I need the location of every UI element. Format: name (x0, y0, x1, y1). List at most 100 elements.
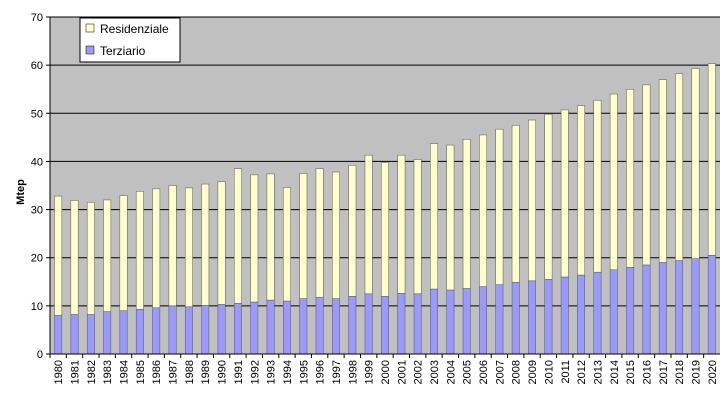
bar-residenziale-2009 (528, 119, 537, 282)
bar-terziario-2017 (658, 262, 667, 355)
x-tick-label-1987: 1987 (168, 360, 180, 384)
bar-terziario-2010 (544, 279, 553, 355)
x-tick-label-2018: 2018 (674, 360, 686, 384)
x-tick-label-1994: 1994 (282, 360, 294, 384)
bar-terziario-1981 (70, 314, 79, 355)
bar-terziario-1995 (299, 298, 308, 355)
x-tick-label-2009: 2009 (527, 360, 539, 384)
x-tick-label-1984: 1984 (119, 360, 131, 384)
bar-terziario-1997 (332, 298, 340, 355)
x-tick-label-2012: 2012 (576, 360, 588, 384)
x-tick-label-2010: 2010 (543, 360, 555, 384)
x-tick-label-2017: 2017 (658, 360, 670, 384)
x-axis-ticks: 1980 1981 1982 1983 1984 1985 1986 1987 1988 1989… (49, 354, 719, 384)
bar-residenziale-1992 (250, 174, 259, 303)
bar-residenziale-1986 (152, 188, 161, 309)
x-tick-label-1990: 1990 (217, 360, 229, 384)
bar-residenziale-1988 (184, 187, 193, 308)
bar-residenziale-1987 (168, 185, 177, 307)
x-tick-label-1983: 1983 (102, 360, 114, 384)
bar-residenziale-2001 (397, 154, 406, 294)
x-tick-label-1993: 1993 (266, 360, 278, 384)
bar-residenziale-2019 (691, 68, 700, 259)
x-tick-label-2014: 2014 (609, 360, 621, 384)
bar-terziario-1996 (315, 296, 324, 355)
bar-residenziale-2004 (446, 144, 455, 291)
bar-residenziale-2005 (462, 139, 471, 289)
x-tick-label-1988: 1988 (184, 360, 196, 384)
x-tick-label-1989: 1989 (200, 360, 212, 384)
bar-terziario-2007 (495, 284, 504, 355)
bars-group (54, 63, 716, 355)
y-tick-label: 30 (31, 205, 43, 217)
bar-terziario-2016 (642, 264, 651, 355)
bar-terziario-1988 (184, 306, 193, 355)
legend-swatch-terziario (85, 45, 95, 55)
bar-terziario-2013 (593, 271, 602, 355)
x-tick-label-2016: 2016 (641, 360, 653, 384)
bar-terziario-1989 (201, 305, 210, 355)
bar-residenziale-1995 (299, 173, 308, 299)
bar-terziario-1999 (364, 293, 373, 355)
x-tick-label-2019: 2019 (690, 360, 702, 384)
bar-residenziale-2006 (479, 134, 487, 287)
bar-terziario-2019 (691, 258, 700, 355)
x-tick-label-1985: 1985 (135, 360, 147, 384)
bar-terziario-1983 (103, 311, 112, 355)
bar-terziario-1994 (283, 300, 291, 355)
bar-residenziale-1984 (119, 195, 128, 311)
y-tick-label: 50 (31, 108, 43, 120)
bar-residenziale-2007 (495, 128, 504, 285)
bar-residenziale-2012 (577, 105, 586, 276)
bar-residenziale-1993 (266, 173, 275, 301)
x-tick-label-1996: 1996 (315, 360, 327, 384)
bar-residenziale-1983 (103, 199, 112, 312)
bar-residenziale-1990 (217, 181, 226, 305)
legend: Residenziale Terziario (79, 17, 181, 63)
bar-residenziale-1989 (201, 183, 210, 306)
bar-terziario-1986 (152, 307, 161, 355)
bar-terziario-1993 (266, 299, 275, 355)
bar-terziario-1990 (217, 304, 226, 355)
bar-terziario-2015 (626, 267, 635, 355)
bar-residenziale-1997 (332, 171, 340, 299)
x-tick-label-1991: 1991 (233, 360, 245, 384)
bar-terziario-2000 (381, 295, 389, 355)
bar-residenziale-2011 (560, 109, 569, 278)
x-tick-label-1986: 1986 (151, 360, 163, 384)
x-tick-label-1999: 1999 (364, 360, 376, 384)
bar-terziario-1980 (54, 315, 63, 355)
bar-residenziale-1982 (86, 202, 95, 315)
bar-residenziale-2010 (544, 114, 553, 280)
legend-label-residenziale: Residenziale (100, 22, 169, 36)
x-tick-label-1995: 1995 (298, 360, 310, 384)
bar-terziario-2002 (413, 293, 422, 355)
bar-residenziale-1991 (234, 168, 242, 304)
bar-residenziale-2002 (413, 159, 422, 295)
x-tick-label-1998: 1998 (347, 360, 359, 384)
bar-terziario-2008 (511, 282, 520, 355)
bar-residenziale-1985 (135, 191, 144, 310)
x-tick-label-2002: 2002 (413, 360, 425, 384)
bar-terziario-2020 (707, 255, 716, 355)
bar-terziario-2011 (560, 276, 569, 355)
bar-terziario-2018 (675, 260, 684, 355)
bar-terziario-1998 (348, 295, 357, 355)
x-tick-label-2006: 2006 (478, 360, 490, 384)
bar-terziario-2005 (462, 288, 471, 355)
bar-residenziale-2013 (593, 100, 602, 273)
bar-residenziale-2008 (511, 125, 520, 283)
bar-residenziale-1998 (348, 165, 357, 297)
x-tick-label-2005: 2005 (462, 360, 474, 384)
bar-residenziale-2018 (675, 73, 684, 261)
x-tick-label-1980: 1980 (53, 360, 65, 384)
y-tick-label: 20 (31, 253, 43, 265)
bar-terziario-2012 (577, 274, 586, 355)
x-tick-label-2007: 2007 (494, 360, 506, 384)
bar-residenziale-1980 (54, 195, 63, 316)
y-tick-label: 70 (31, 12, 43, 24)
x-tick-label-1981: 1981 (70, 360, 82, 384)
bar-terziario-1985 (135, 308, 144, 355)
legend-label-terziario: Terziario (100, 44, 146, 58)
